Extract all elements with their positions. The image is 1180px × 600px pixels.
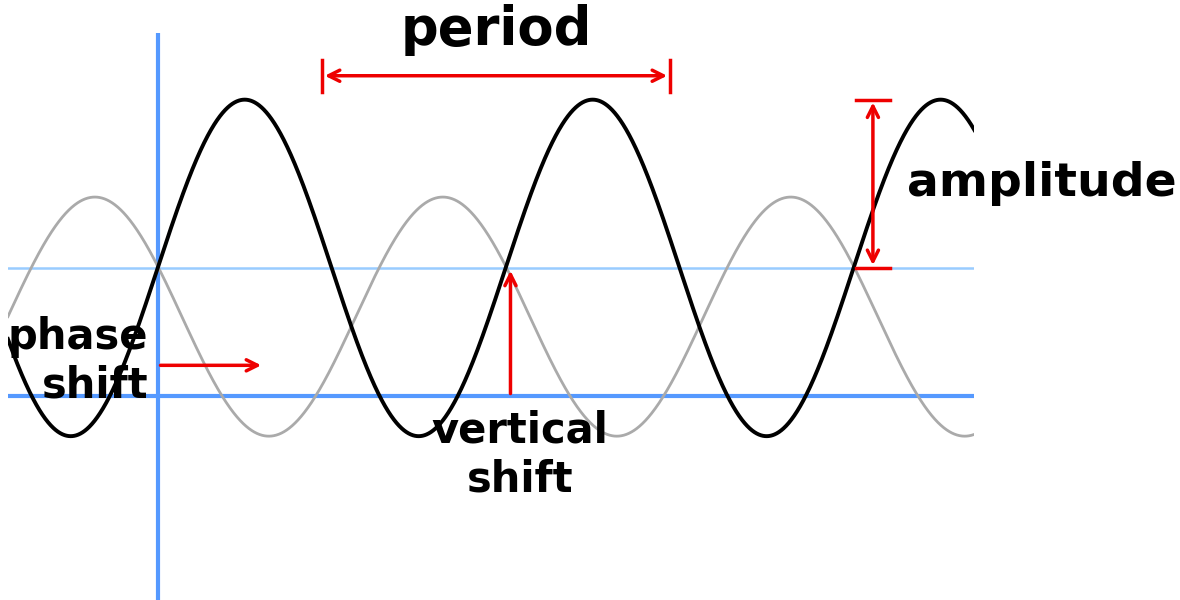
Text: vertical
shift: vertical shift (432, 410, 609, 500)
Text: amplitude: amplitude (906, 161, 1176, 206)
Text: phase
shift: phase shift (7, 316, 148, 406)
Text: period: period (400, 4, 591, 56)
